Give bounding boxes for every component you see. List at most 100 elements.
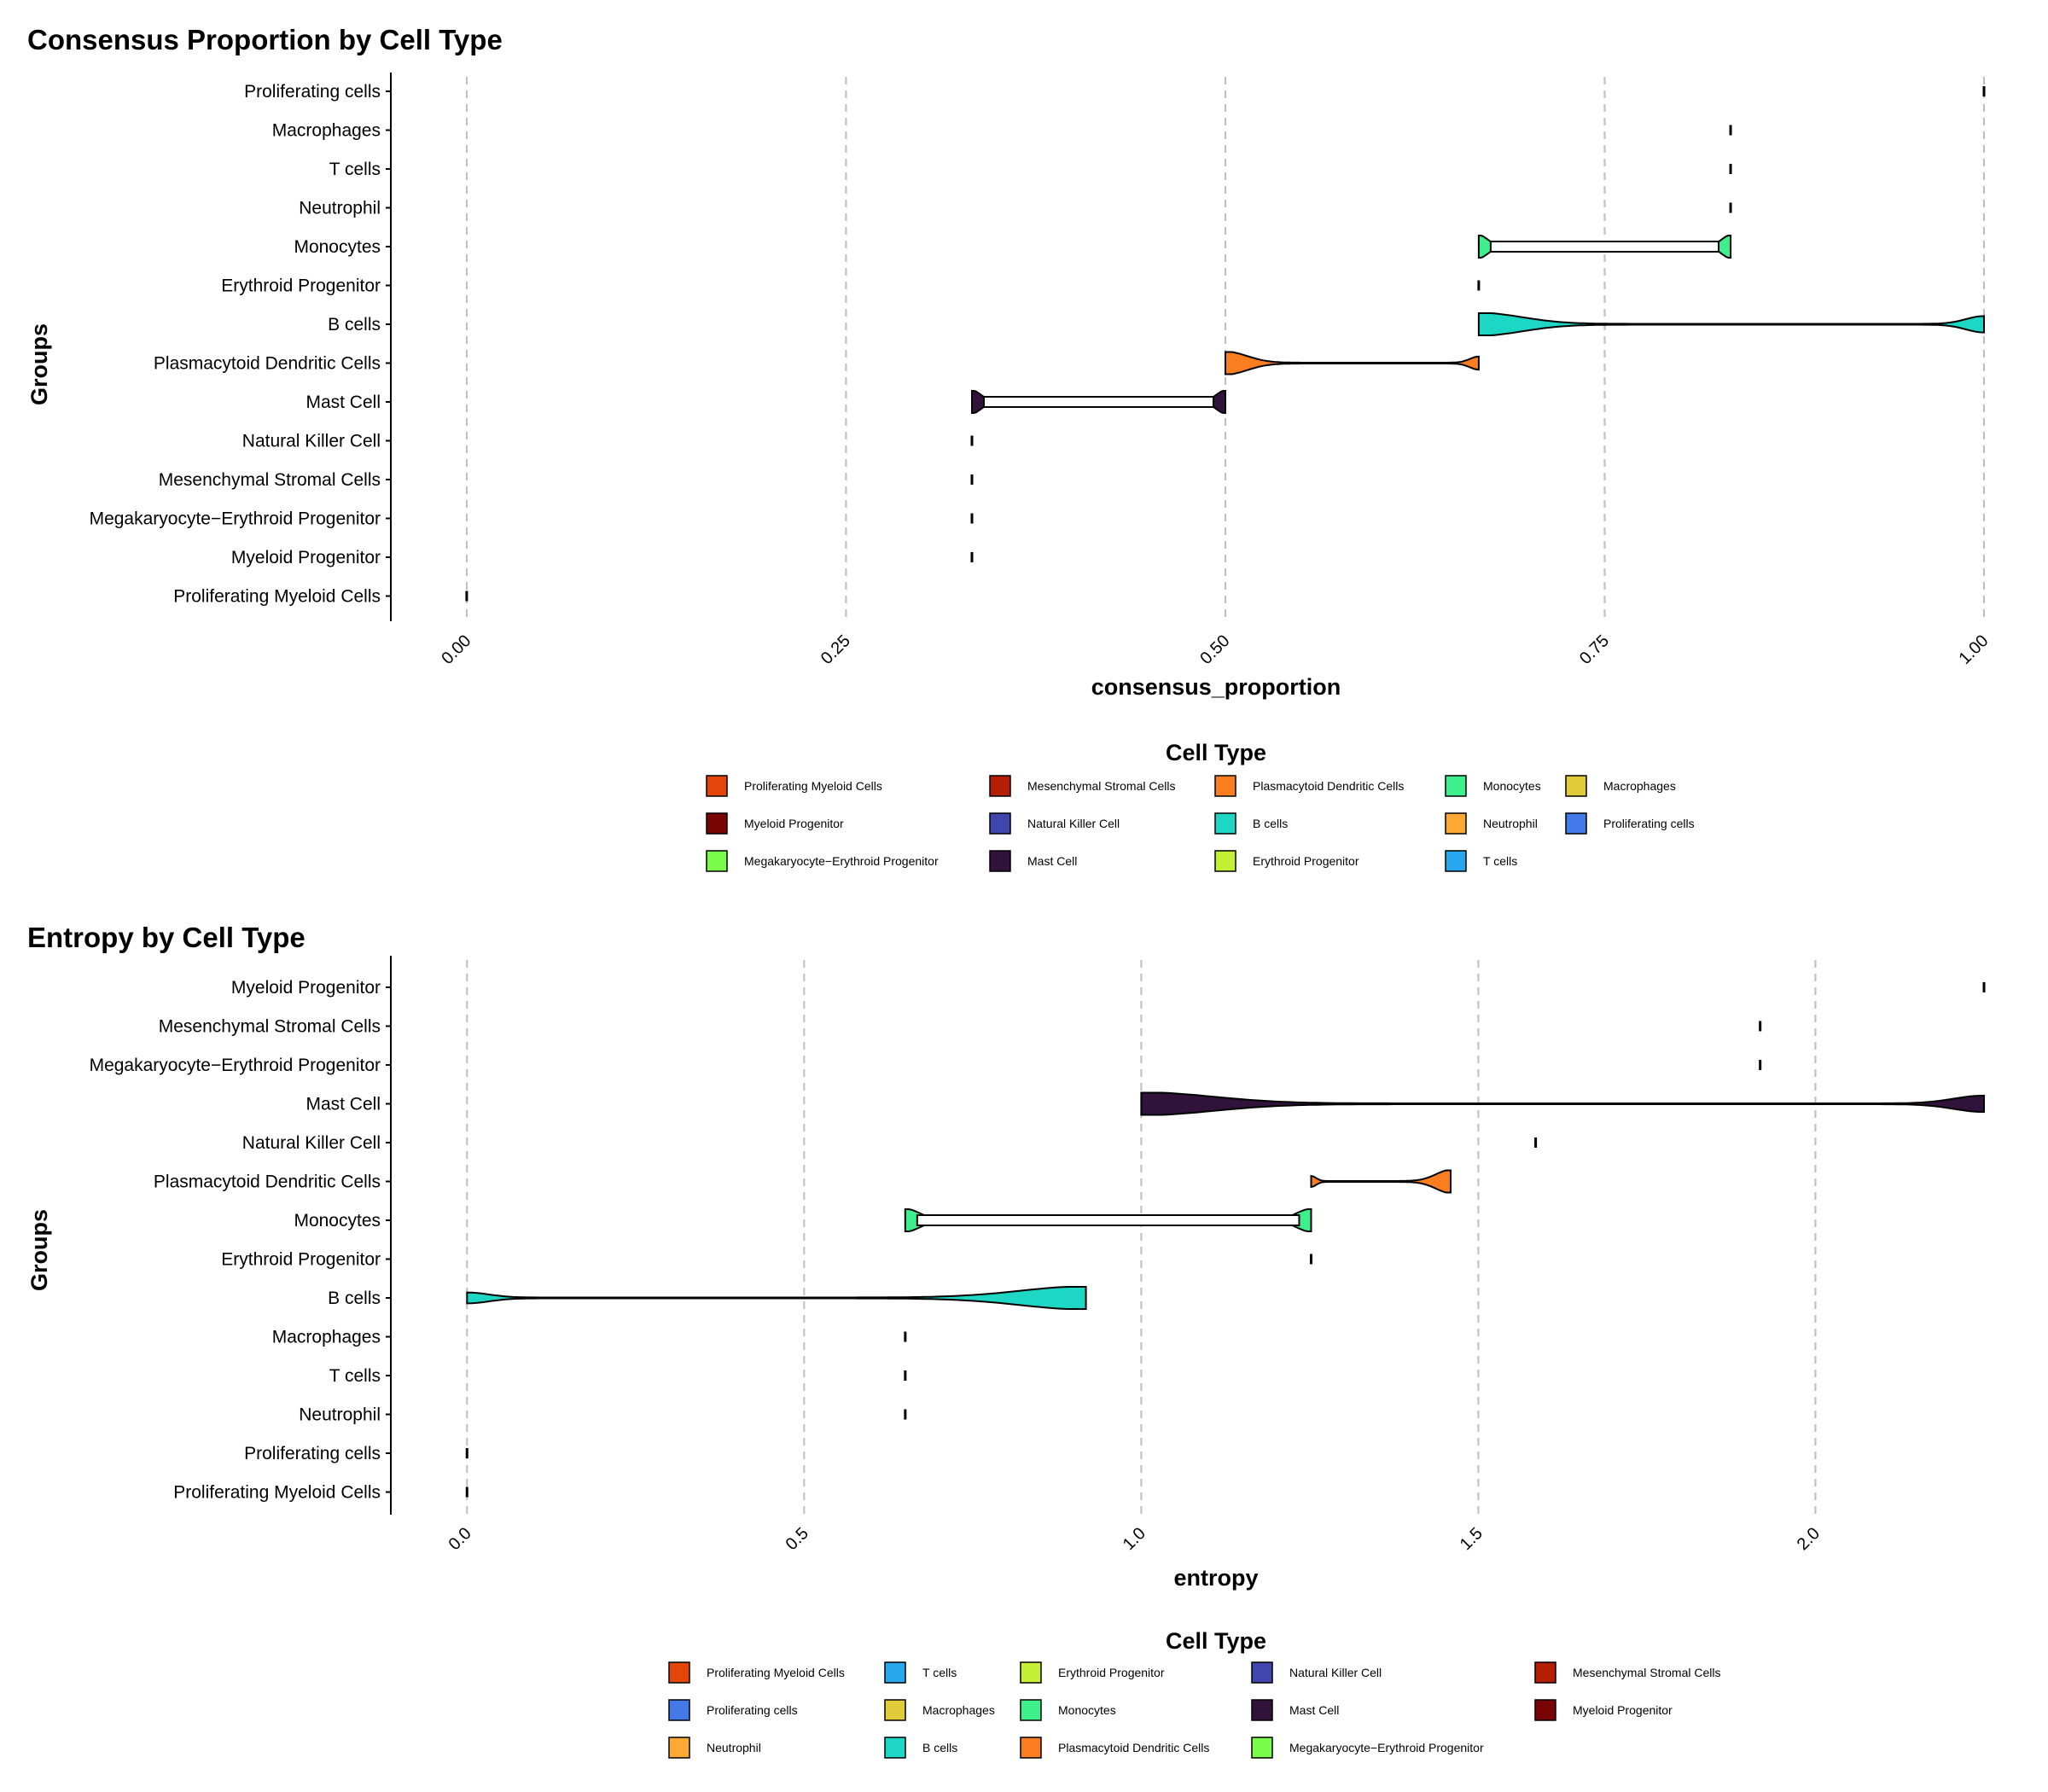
legend-swatch	[884, 1699, 906, 1721]
y-tick-label: B cells	[328, 315, 381, 335]
legend-label: Erythroid Progenitor	[1058, 1666, 1165, 1679]
x-tick-label: 1.0	[1120, 1524, 1149, 1554]
y-tick-label: T cells	[329, 160, 381, 179]
legend-label: Megakaryocyte−Erythroid Progenitor	[1289, 1741, 1484, 1754]
y-tick-label: Macrophages	[272, 1328, 381, 1347]
x-tick-label: 1.5	[1457, 1524, 1487, 1554]
x-tick-label: 0.75	[1576, 631, 1613, 668]
legend-label: Macrophages	[1603, 779, 1676, 793]
legend-swatch	[1565, 812, 1587, 835]
violin-proliferating-myeloid-cells	[465, 591, 468, 602]
legend-swatch	[706, 775, 728, 797]
chart-entropy: Entropy by Cell Type Groups entropy Cell…	[26, 922, 1986, 1759]
legend-label: B cells	[1253, 817, 1288, 830]
legend-swatch	[668, 1661, 690, 1684]
legend-label: B cells	[922, 1741, 957, 1754]
violin-proliferating-cells	[465, 1448, 468, 1458]
legend-swatch	[884, 1737, 906, 1759]
legend-swatch	[1534, 1699, 1556, 1721]
legend-label: Proliferating Myeloid Cells	[707, 1666, 845, 1679]
violin-megakaryocyte-erythroid-progenitor	[970, 513, 974, 524]
legend-swatch	[989, 812, 1011, 835]
y-tick-label: Mesenchymal Stromal Cells	[159, 1017, 381, 1037]
violin-monocytes-box	[1489, 241, 1720, 253]
x-axis-title: consensus_proportion	[1091, 674, 1341, 700]
legend-swatch	[1214, 812, 1236, 835]
gridlines	[466, 960, 1817, 1515]
violin-mesenchymal-stromal-cells	[1759, 1021, 1762, 1032]
violin-plasmacytoid-dendritic-cells	[1310, 1169, 1452, 1194]
x-tick-label: 0.5	[783, 1524, 812, 1554]
violin-proliferating-myeloid-cells	[465, 1487, 468, 1498]
legend-swatch	[1445, 812, 1467, 835]
legend-label: Monocytes	[1483, 779, 1541, 793]
legend-label: T cells	[1483, 854, 1517, 868]
violin-t-cells	[1729, 164, 1732, 174]
legend-swatch	[1251, 1737, 1273, 1759]
x-tick-label: 1.00	[1955, 631, 1992, 668]
legend-swatch	[668, 1737, 690, 1759]
legend-label: Monocytes	[1058, 1703, 1116, 1717]
y-tick-label: Erythroid Progenitor	[221, 1250, 381, 1270]
y-tick-label: Myeloid Progenitor	[231, 978, 381, 998]
legend-swatch	[1251, 1661, 1273, 1684]
y-tick-label: Mast Cell	[305, 1095, 381, 1114]
violins	[465, 86, 1986, 602]
legend-label: Proliferating cells	[1603, 817, 1695, 830]
x-tick-label: 0.00	[438, 631, 474, 668]
violin-neutrophil	[904, 1409, 907, 1420]
y-tick-label: Megakaryocyte−Erythroid Progenitor	[90, 1056, 381, 1075]
legend-swatch	[668, 1699, 690, 1721]
violin-b-cells	[466, 1286, 1087, 1310]
legend-label: Erythroid Progenitor	[1253, 854, 1359, 868]
violin-myeloid-progenitor	[970, 552, 974, 562]
violin-macrophages	[904, 1331, 907, 1342]
violin-mast-cell	[1140, 1091, 1985, 1116]
y-tick-label: Proliferating cells	[244, 82, 381, 102]
legend-swatch	[1214, 850, 1236, 872]
legend-label: Neutrophil	[1483, 817, 1538, 830]
y-tick-label: Proliferating cells	[244, 1444, 381, 1463]
legend-swatch	[1020, 1699, 1042, 1721]
violins	[465, 982, 1986, 1498]
violin-myeloid-progenitor	[1982, 982, 1986, 992]
legend-swatch	[989, 775, 1011, 797]
y-tick-label: Myeloid Progenitor	[231, 548, 381, 567]
chart-title: Consensus Proportion by Cell Type	[27, 24, 503, 55]
chart-title: Entropy by Cell Type	[27, 922, 305, 953]
violin-mast-cell-box	[983, 396, 1214, 408]
violin-proliferating-cells	[1982, 86, 1986, 96]
y-axis-title: Groups	[26, 323, 52, 405]
legend-label: Proliferating Myeloid Cells	[744, 779, 882, 793]
y-tick-label: Macrophages	[272, 121, 381, 141]
legend-label: T cells	[922, 1666, 957, 1679]
y-tick-label: Mesenchymal Stromal Cells	[159, 470, 381, 490]
x-tick-label: 0.0	[445, 1524, 475, 1554]
violin-b-cells	[1477, 312, 1985, 336]
y-tick-label: Mast Cell	[305, 393, 381, 412]
violin-monocytes-box	[916, 1214, 1300, 1226]
gridlines	[465, 77, 1985, 621]
y-tick-label: Megakaryocyte−Erythroid Progenitor	[90, 509, 381, 529]
legend-title: Cell Type	[1166, 740, 1266, 765]
y-tick-label: Erythroid Progenitor	[221, 276, 381, 296]
legend-label: Mesenchymal Stromal Cells	[1573, 1666, 1721, 1679]
legend-label: Mast Cell	[1027, 854, 1077, 868]
y-tick-label: Plasmacytoid Dendritic Cells	[154, 354, 381, 374]
y-tick-label: Monocytes	[294, 1211, 381, 1231]
legend-swatch	[1214, 775, 1236, 797]
violin-plasmacytoid-dendritic-cells	[1225, 351, 1480, 375]
y-tick-label: B cells	[328, 1289, 381, 1308]
x-tick-label: 2.0	[1794, 1524, 1824, 1554]
legend-label: Proliferating cells	[707, 1703, 798, 1717]
legend-label: Natural Killer Cell	[1289, 1666, 1382, 1679]
legend-label: Myeloid Progenitor	[744, 817, 844, 830]
violin-macrophages	[1729, 125, 1732, 136]
violin-neutrophil	[1729, 202, 1732, 213]
legend-label: Myeloid Progenitor	[1573, 1703, 1673, 1717]
y-axis-title: Groups	[26, 1209, 52, 1291]
x-axis-title: entropy	[1173, 1565, 1258, 1591]
legend-label: Megakaryocyte−Erythroid Progenitor	[744, 854, 939, 868]
legend-swatch	[1534, 1661, 1556, 1684]
